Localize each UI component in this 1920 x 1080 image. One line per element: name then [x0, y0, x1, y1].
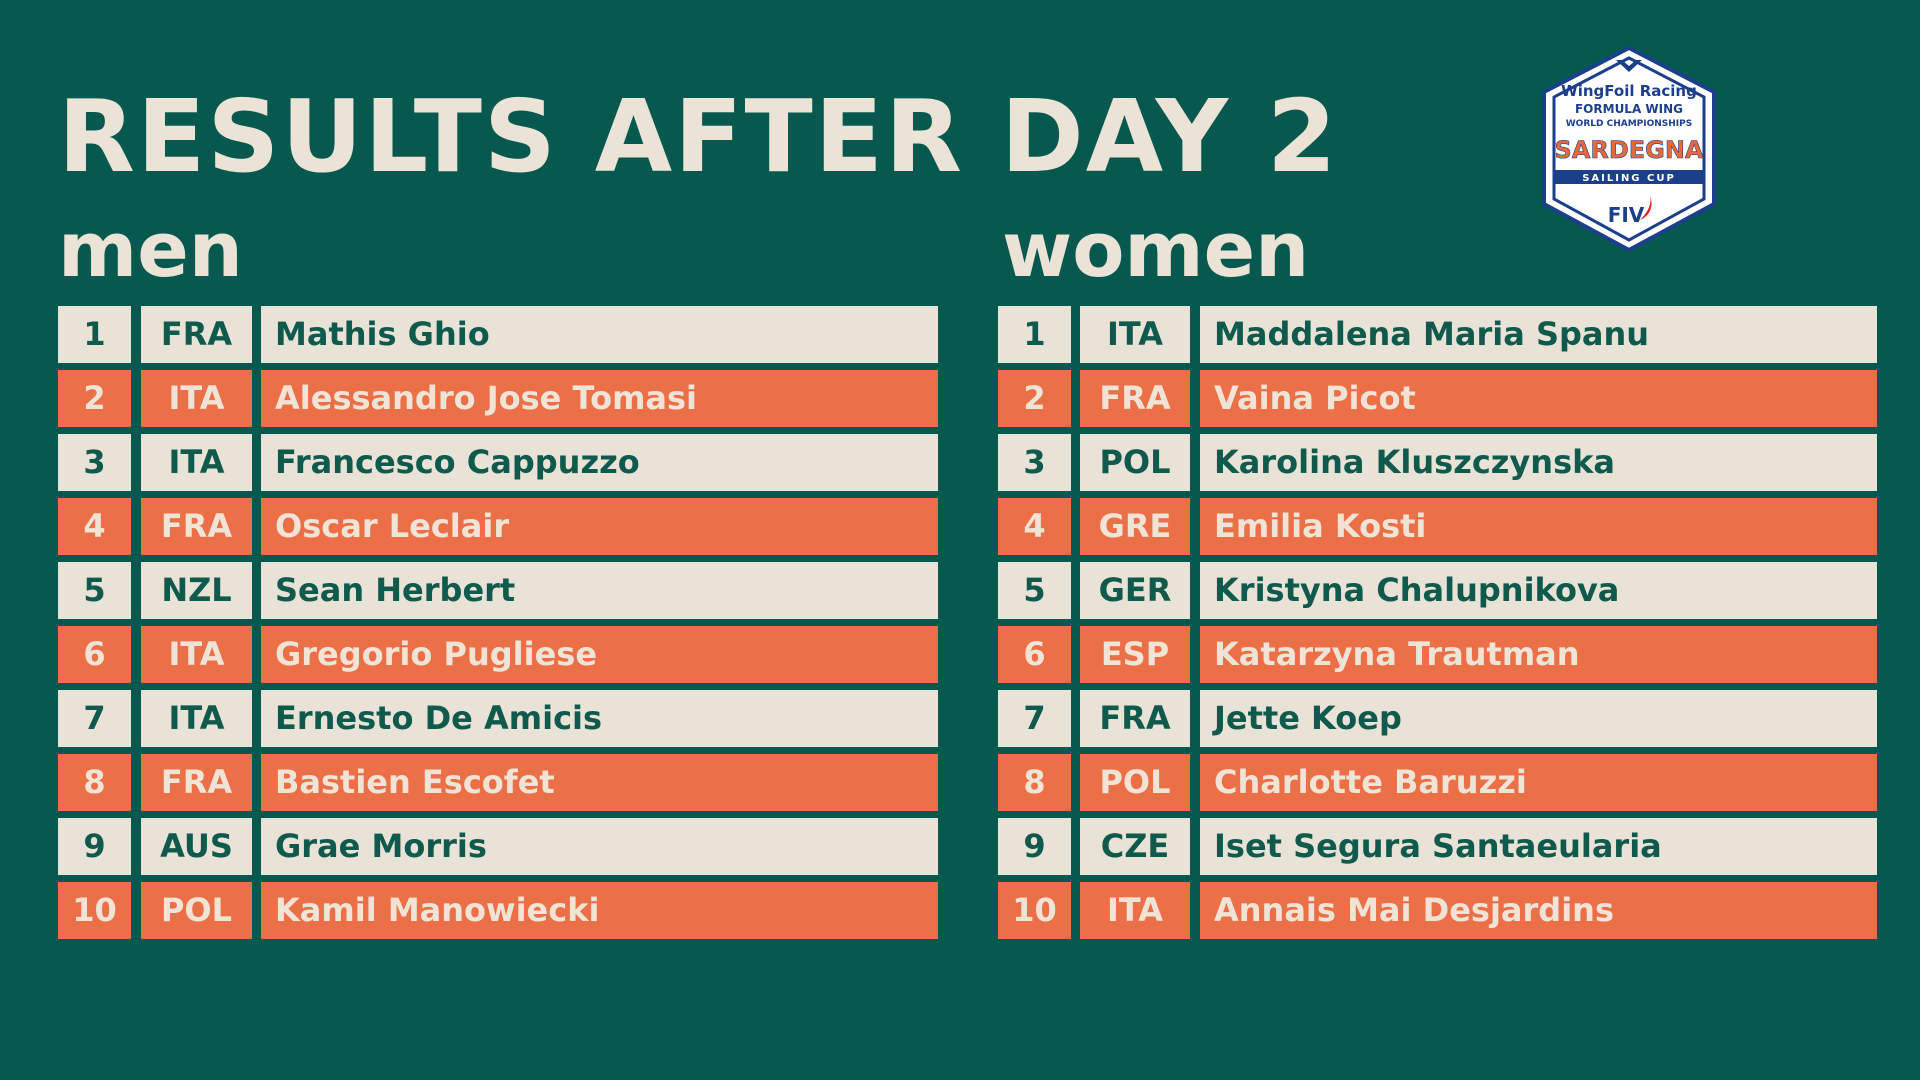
country-cell: GER: [1080, 562, 1190, 619]
athlete-cell: Katarzyna Trautman: [1200, 626, 1877, 683]
logo-text: WORLD CHAMPIONSHIPS: [1566, 119, 1692, 129]
women-title: women: [1002, 205, 1310, 294]
rank-cell: 3: [58, 434, 131, 491]
athlete-cell: Alessandro Jose Tomasi: [261, 370, 938, 427]
country-cell: NZL: [141, 562, 252, 619]
athlete-cell: Emilia Kosti: [1200, 498, 1877, 555]
athlete-cell: Gregorio Pugliese: [261, 626, 938, 683]
country-cell: ITA: [141, 626, 252, 683]
country-cell: POL: [1080, 754, 1190, 811]
country-cell: ITA: [1080, 882, 1190, 939]
country-cell: ITA: [141, 690, 252, 747]
rank-cell: 10: [58, 882, 131, 939]
country-cell: ITA: [1080, 306, 1190, 363]
athlete-cell: Sean Herbert: [261, 562, 938, 619]
page-title: RESULTS AFTER DAY 2: [58, 78, 1339, 195]
rank-cell: 1: [998, 306, 1071, 363]
rank-cell: 4: [998, 498, 1071, 555]
logo-text: FORMULA WING: [1575, 102, 1683, 116]
logo-text: SARDEGNA: [1554, 136, 1703, 164]
country-cell: ITA: [141, 370, 252, 427]
logo-text: SAILING CUP: [1582, 173, 1676, 184]
athlete-cell: Bastien Escofet: [261, 754, 938, 811]
athlete-cell: Kristyna Chalupnikova: [1200, 562, 1877, 619]
rank-cell: 3: [998, 434, 1071, 491]
rank-cell: 9: [58, 818, 131, 875]
athlete-cell: Karolina Kluszczynska: [1200, 434, 1877, 491]
logo-text: WingFoil Racing: [1561, 82, 1697, 100]
rank-cell: 7: [58, 690, 131, 747]
rank-cell: 5: [58, 562, 131, 619]
athlete-cell: Mathis Ghio: [261, 306, 938, 363]
country-cell: FRA: [141, 498, 252, 555]
rank-cell: 8: [998, 754, 1071, 811]
rank-cell: 4: [58, 498, 131, 555]
logo-text: FIV: [1608, 203, 1645, 227]
country-cell: CZE: [1080, 818, 1190, 875]
athlete-cell: Maddalena Maria Spanu: [1200, 306, 1877, 363]
athlete-cell: Kamil Manowiecki: [261, 882, 938, 939]
rank-cell: 6: [58, 626, 131, 683]
rank-cell: 9: [998, 818, 1071, 875]
athlete-cell: Grae Morris: [261, 818, 938, 875]
country-cell: GRE: [1080, 498, 1190, 555]
athlete-cell: Vaina Picot: [1200, 370, 1877, 427]
rank-cell: 2: [998, 370, 1071, 427]
rank-cell: 2: [58, 370, 131, 427]
rank-cell: 10: [998, 882, 1071, 939]
rank-cell: 1: [58, 306, 131, 363]
rank-cell: 6: [998, 626, 1071, 683]
athlete-cell: Charlotte Baruzzi: [1200, 754, 1877, 811]
athlete-cell: Jette Koep: [1200, 690, 1877, 747]
athlete-cell: Oscar Leclair: [261, 498, 938, 555]
athlete-cell: Francesco Cappuzzo: [261, 434, 938, 491]
country-cell: FRA: [141, 306, 252, 363]
country-cell: FRA: [1080, 370, 1190, 427]
event-logo: WingFoil Racing FORMULA WING WORLD CHAMP…: [1542, 45, 1716, 253]
country-cell: ESP: [1080, 626, 1190, 683]
rank-cell: 5: [998, 562, 1071, 619]
men-title: men: [58, 205, 243, 294]
country-cell: POL: [141, 882, 252, 939]
country-cell: FRA: [141, 754, 252, 811]
athlete-cell: Annais Mai Desjardins: [1200, 882, 1877, 939]
athlete-cell: Iset Segura Santaeularia: [1200, 818, 1877, 875]
country-cell: AUS: [141, 818, 252, 875]
rank-cell: 7: [998, 690, 1071, 747]
country-cell: FRA: [1080, 690, 1190, 747]
country-cell: POL: [1080, 434, 1190, 491]
athlete-cell: Ernesto De Amicis: [261, 690, 938, 747]
rank-cell: 8: [58, 754, 131, 811]
country-cell: ITA: [141, 434, 252, 491]
